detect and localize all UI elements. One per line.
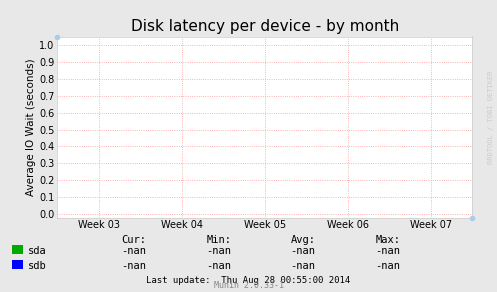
Text: Avg:: Avg:: [291, 235, 316, 245]
Text: Max:: Max:: [375, 235, 400, 245]
Text: -nan: -nan: [122, 246, 147, 256]
Text: -nan: -nan: [122, 261, 147, 271]
Text: sda: sda: [28, 246, 47, 256]
Text: -nan: -nan: [375, 261, 400, 271]
Y-axis label: Average IO Wait (seconds): Average IO Wait (seconds): [26, 58, 36, 196]
Text: -nan: -nan: [375, 246, 400, 256]
Text: -nan: -nan: [291, 246, 316, 256]
Text: -nan: -nan: [206, 246, 231, 256]
Text: -nan: -nan: [206, 261, 231, 271]
Text: -nan: -nan: [291, 261, 316, 271]
Text: Cur:: Cur:: [122, 235, 147, 245]
Text: RRDTOOL / TOBI OETIKER: RRDTOOL / TOBI OETIKER: [488, 70, 494, 164]
Text: Munin 2.0.33-1: Munin 2.0.33-1: [214, 281, 283, 290]
Text: Min:: Min:: [206, 235, 231, 245]
Text: sdb: sdb: [28, 261, 47, 271]
Text: Last update:  Thu Aug 28 00:55:00 2014: Last update: Thu Aug 28 00:55:00 2014: [147, 277, 350, 285]
Title: Disk latency per device - by month: Disk latency per device - by month: [131, 19, 399, 34]
